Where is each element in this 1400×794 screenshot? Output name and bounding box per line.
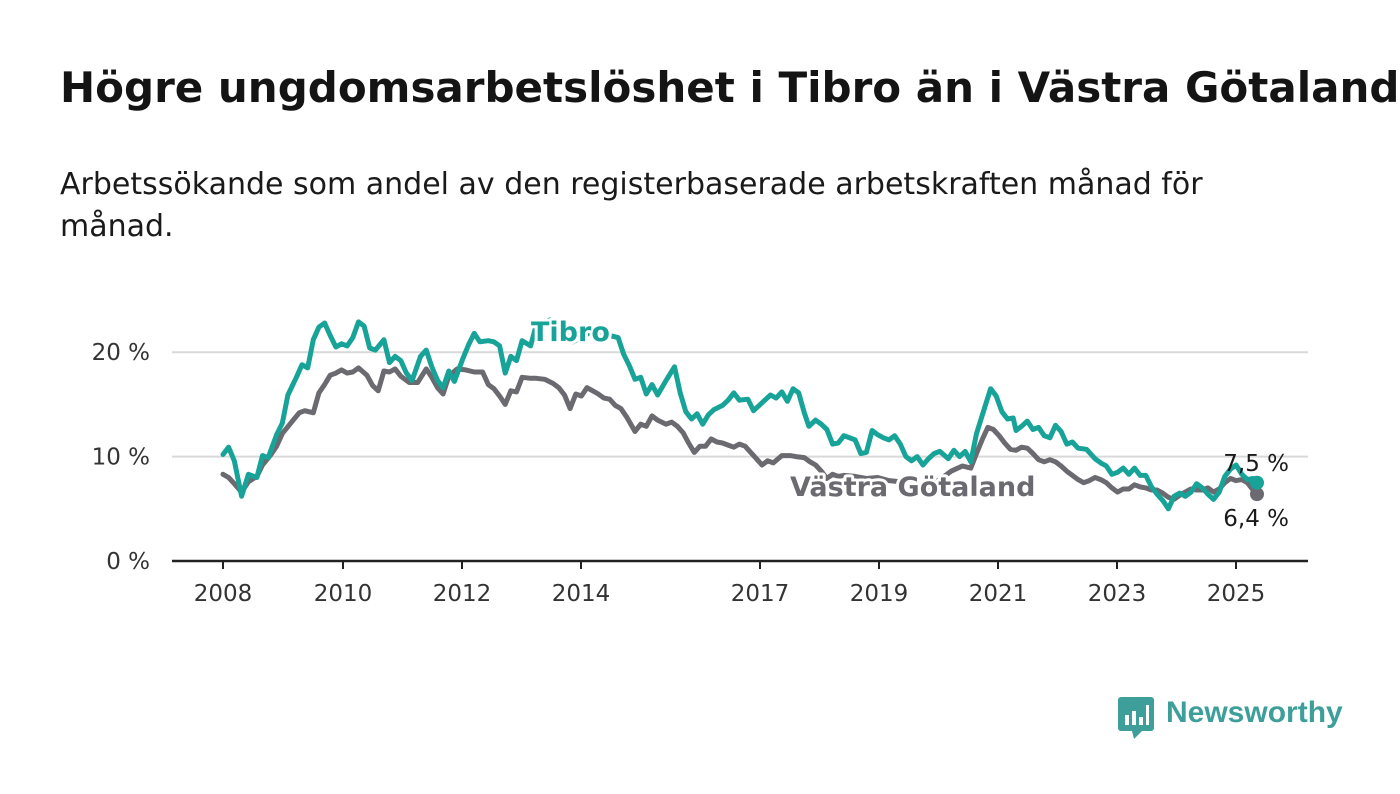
newsworthy-logo: Newsworthy (1118, 690, 1343, 739)
end-label-vastra-gotaland: 6,4 % (1223, 506, 1289, 532)
series-label-tibro: Tibro (531, 317, 610, 348)
x-tick-label: 2023 (1088, 581, 1147, 607)
bar-chart-speech-bubble-icon (1118, 695, 1154, 739)
end-point-tibro (1250, 475, 1264, 490)
chart-subtitle: Arbetssökande som andel av den registerb… (60, 167, 1203, 244)
y-tick-label: 0 % (106, 549, 150, 575)
x-tick-label: 2025 (1207, 581, 1266, 607)
gridlines (172, 351, 1308, 458)
y-tick-label: 20 % (92, 340, 150, 366)
series-label-vastra-gotaland: Västra Götaland (790, 472, 1035, 503)
x-tick-label: 2017 (731, 581, 790, 607)
x-tick-label: 2010 (314, 581, 373, 607)
end-label-tibro: 7,5 % (1223, 451, 1289, 477)
series-line-vastra-gotaland (220, 365, 1260, 502)
chart-title: Högre ungdomsarbetslöshet i Tibro än i V… (60, 63, 1400, 112)
x-tick-label: 2008 (194, 581, 253, 607)
series-lines (220, 317, 1264, 512)
end-point-vastra-gotaland (1250, 487, 1264, 502)
x-tick-label: 2012 (433, 581, 492, 607)
brand-name: Newsworthy (1166, 696, 1343, 729)
x-tick-label: 2021 (969, 581, 1028, 607)
x-tick-label: 2019 (850, 581, 909, 607)
x-tick-label: 2014 (552, 581, 611, 607)
x-axis (172, 559, 1308, 569)
series-line-tibro (220, 317, 1260, 512)
chart-labels: 0 % 10 % 20 % 2008 2010 2012 2014 2017 2019 2021 2… (92, 314, 1289, 607)
y-tick-label: 10 % (92, 445, 150, 471)
